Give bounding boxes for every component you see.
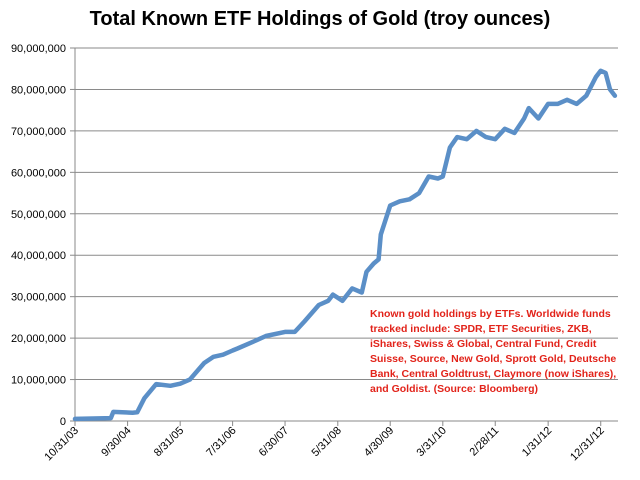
y-tick-label: 20,000,000 <box>11 333 66 345</box>
x-tick-label: 9/30/04 <box>99 425 133 459</box>
y-tick-label: 70,000,000 <box>11 126 66 138</box>
x-tick-label: 12/31/12 <box>568 425 607 464</box>
y-tick-label: 40,000,000 <box>11 250 66 262</box>
y-tick-label: 80,000,000 <box>11 84 66 96</box>
series-group <box>72 68 618 422</box>
series-line <box>72 68 618 422</box>
y-axis-ticks: 0 10,000,000 20,000,000 30,000,000 40,000,00… <box>11 43 75 428</box>
x-tick-label: 5/31/08 <box>309 425 343 459</box>
axes <box>74 48 618 422</box>
x-tick-label: 1/31/12 <box>520 425 554 459</box>
x-tick-label: 8/31/05 <box>152 425 186 459</box>
x-axis-ticks: 10/31/03 9/30/04 8/31/05 7/31/06 6/30/07 5/31… <box>42 421 607 463</box>
chart-annotation: Known gold holdings by ETFs. Worldwide f… <box>370 308 617 395</box>
gridlines <box>75 47 618 381</box>
y-tick-label: 10,000,000 <box>11 375 66 387</box>
y-tick-label: 30,000,000 <box>11 292 66 304</box>
x-tick-label: 3/31/10 <box>414 425 448 459</box>
x-tick-label: 4/30/09 <box>362 425 396 459</box>
y-tick-label: 0 <box>60 416 66 428</box>
x-tick-label: 7/31/06 <box>204 425 238 459</box>
chart-title: Total Known ETF Holdings of Gold (troy o… <box>89 8 551 30</box>
x-tick-label: 2/28/11 <box>467 425 501 459</box>
x-tick-label: 10/31/03 <box>42 425 81 464</box>
y-tick-label: 60,000,000 <box>11 167 66 179</box>
x-tick-label: 6/30/07 <box>257 425 291 459</box>
y-tick-label: 50,000,000 <box>11 209 66 221</box>
y-tick-label: 90,000,000 <box>11 43 66 55</box>
